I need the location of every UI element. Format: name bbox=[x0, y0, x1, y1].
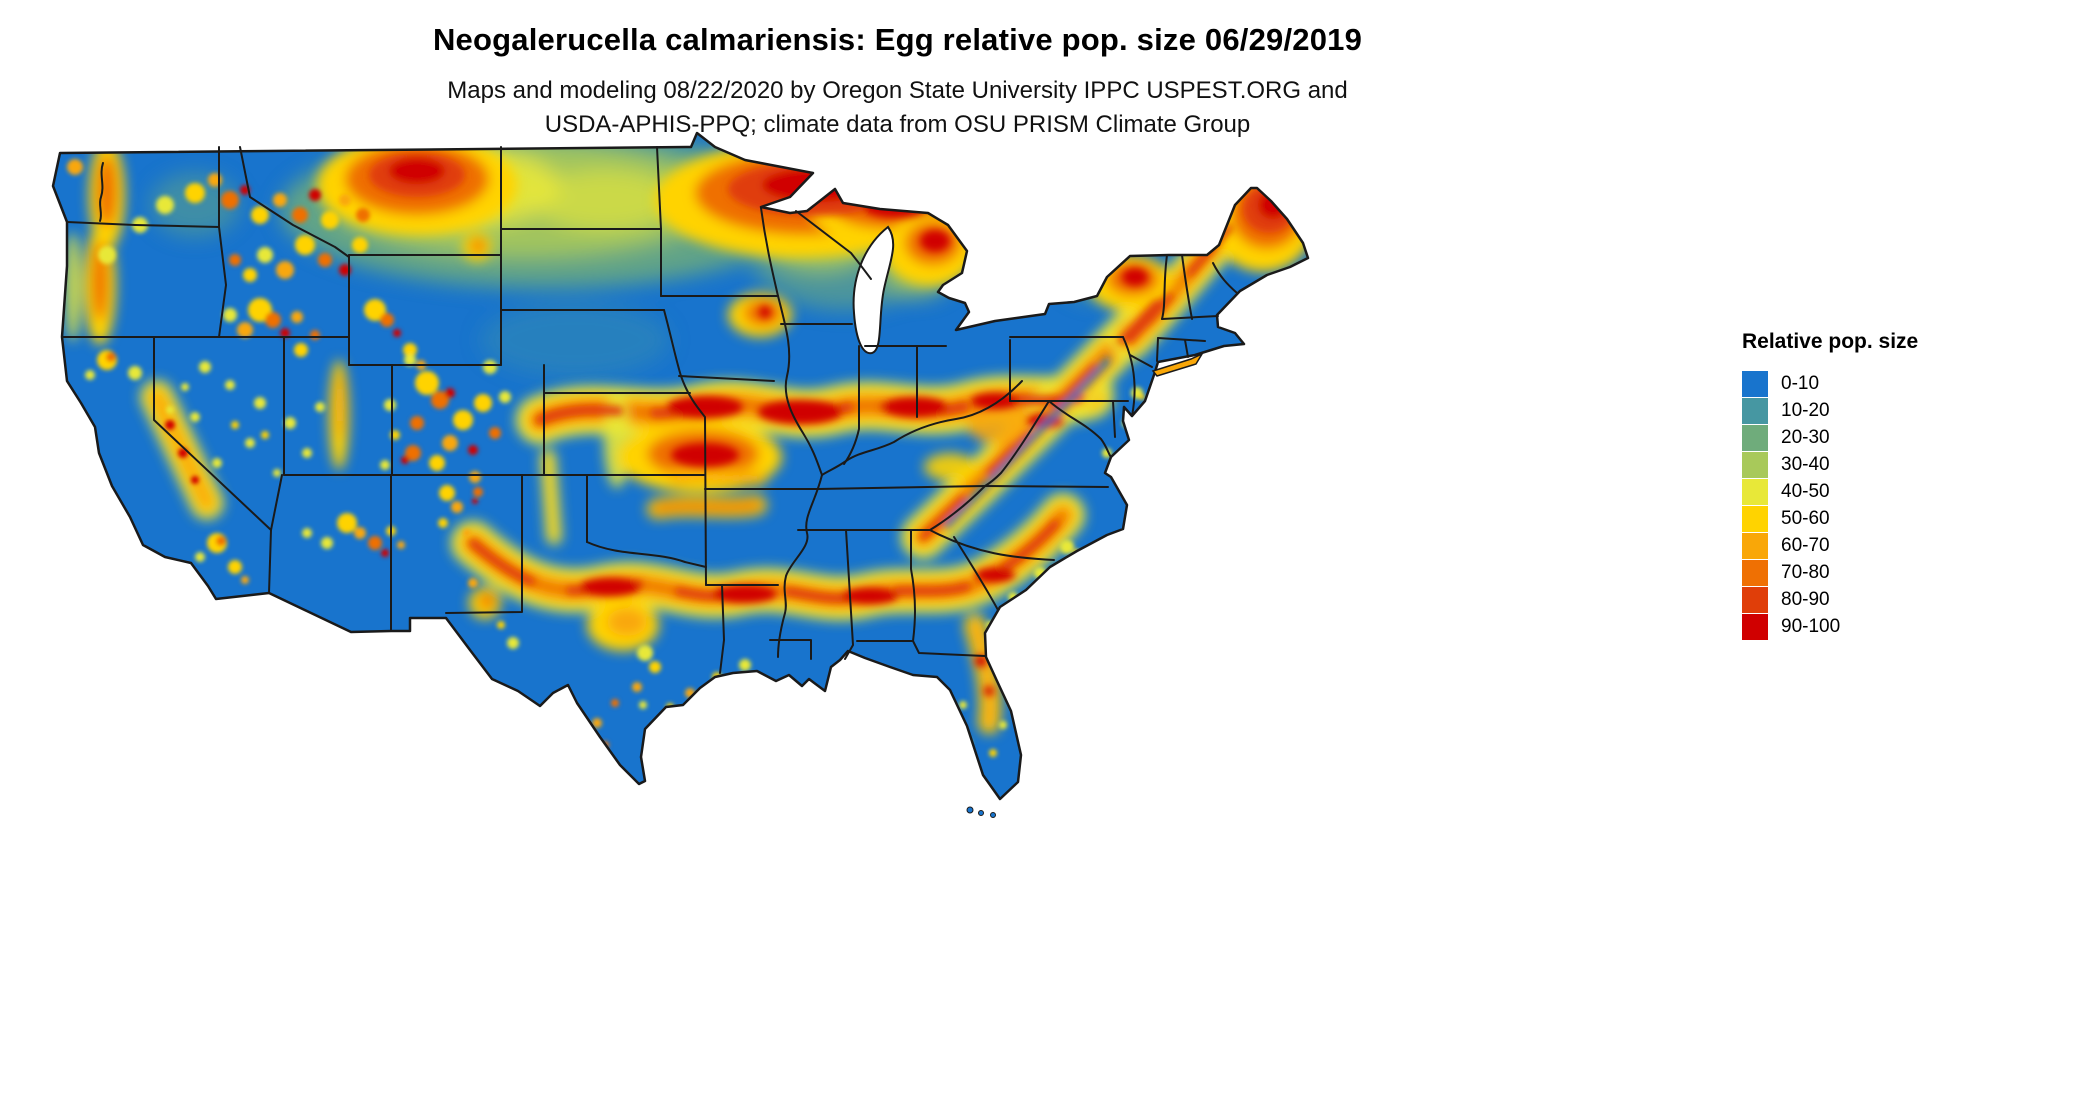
legend-swatch bbox=[1742, 613, 1768, 640]
heat-red-cores bbox=[369, 153, 1295, 696]
map-subtitle-line1: Maps and modeling 08/22/2020 by Oregon S… bbox=[447, 77, 1348, 104]
legend-swatch bbox=[1742, 424, 1768, 451]
legend-item: 40-50 bbox=[1742, 478, 2082, 505]
legend-label: 0-10 bbox=[1781, 372, 1820, 394]
legend-item: 90-100 bbox=[1742, 613, 2082, 640]
map-title: Neogalerucella calmariensis: Egg relativ… bbox=[432, 22, 1363, 57]
legend-swatch bbox=[1742, 370, 1768, 397]
legend-swatch bbox=[1742, 478, 1768, 505]
legend-items: 0-10 10-20 20-30 30-40 40-50 50-60 60-70… bbox=[1742, 370, 2082, 640]
legend-item: 20-30 bbox=[1742, 424, 2082, 451]
legend-label: 90-100 bbox=[1781, 615, 1841, 637]
florida-keys-island bbox=[966, 806, 974, 814]
heat-speckle bbox=[67, 159, 1145, 757]
legend-label: 10-20 bbox=[1781, 399, 1830, 421]
legend-label: 50-60 bbox=[1781, 507, 1830, 529]
legend-item: 0-10 bbox=[1742, 370, 2082, 397]
legend-title: Relative pop. size bbox=[1742, 330, 1919, 353]
long-island bbox=[1151, 352, 1204, 377]
legend-label: 30-40 bbox=[1781, 453, 1830, 475]
legend-swatch bbox=[1742, 586, 1768, 613]
coastal-islands bbox=[966, 352, 1204, 818]
florida-keys-island bbox=[978, 810, 984, 816]
legend-item: 10-20 bbox=[1742, 397, 2082, 424]
us-map-svg bbox=[51, 131, 1310, 818]
legend-item: 50-60 bbox=[1742, 505, 2082, 532]
legend-label: 40-50 bbox=[1781, 480, 1830, 502]
map-subtitle: Maps and modeling 08/22/2020 by Oregon S… bbox=[0, 74, 1795, 141]
legend-label: 60-70 bbox=[1781, 534, 1830, 556]
heatmap-raster bbox=[53, 133, 1308, 799]
legend-item: 60-70 bbox=[1742, 532, 2082, 559]
legend-label: 20-30 bbox=[1781, 426, 1830, 448]
legend-item: 80-90 bbox=[1742, 586, 2082, 613]
legend-swatch bbox=[1742, 451, 1768, 478]
legend-swatch bbox=[1742, 397, 1768, 424]
legend-label: 70-80 bbox=[1781, 561, 1830, 583]
legend-swatch bbox=[1742, 559, 1768, 586]
legend: Relative pop. size 0-10 10-20 20-30 30-4… bbox=[1742, 330, 2082, 640]
legend-item: 70-80 bbox=[1742, 559, 2082, 586]
great-lakes bbox=[852, 225, 895, 355]
florida-keys-island bbox=[990, 812, 996, 818]
map-header: Neogalerucella calmariensis: Egg relativ… bbox=[0, 22, 1795, 141]
map-canvas bbox=[45, 105, 1325, 825]
lake-michigan bbox=[852, 225, 895, 355]
legend-item: 30-40 bbox=[1742, 451, 2082, 478]
legend-swatch bbox=[1742, 532, 1768, 559]
legend-swatch bbox=[1742, 505, 1768, 532]
map-subtitle-line2: USDA-APHIS-PPQ; climate data from OSU PR… bbox=[544, 110, 1251, 138]
legend-label: 80-90 bbox=[1781, 588, 1830, 610]
state-borders bbox=[61, 146, 1238, 674]
